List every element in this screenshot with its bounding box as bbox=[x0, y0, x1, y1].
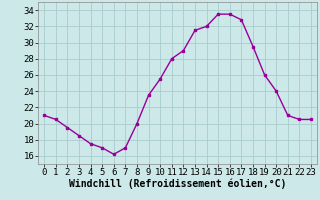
X-axis label: Windchill (Refroidissement éolien,°C): Windchill (Refroidissement éolien,°C) bbox=[69, 179, 286, 189]
